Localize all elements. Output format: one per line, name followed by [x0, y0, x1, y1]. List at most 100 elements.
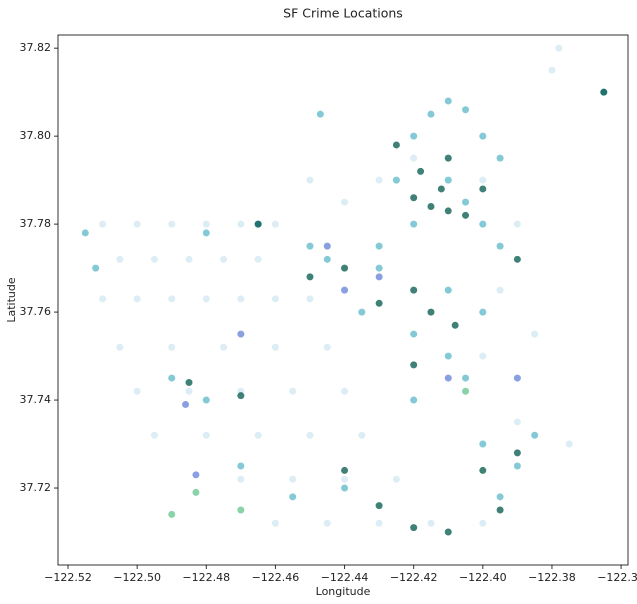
point — [341, 387, 349, 395]
point — [254, 255, 262, 263]
x-tick-label: −122.42 — [390, 571, 438, 584]
point — [323, 242, 331, 250]
point — [185, 378, 193, 386]
point — [531, 431, 539, 439]
point — [479, 176, 487, 184]
point — [237, 330, 245, 338]
point — [306, 242, 314, 250]
point — [133, 295, 141, 303]
point — [168, 374, 176, 382]
point — [496, 493, 504, 501]
point — [254, 431, 262, 439]
point — [479, 352, 487, 360]
point — [410, 524, 418, 532]
point — [185, 255, 193, 263]
point — [410, 132, 418, 140]
point — [358, 431, 366, 439]
point — [451, 321, 459, 329]
point — [437, 185, 445, 193]
point — [479, 519, 487, 527]
point — [168, 510, 176, 518]
point — [202, 396, 210, 404]
point — [462, 198, 470, 206]
point — [513, 374, 521, 382]
point — [237, 392, 245, 400]
point — [116, 255, 124, 263]
point — [375, 502, 383, 510]
x-tick-label: −122.46 — [252, 571, 300, 584]
point — [375, 299, 383, 307]
point — [496, 506, 504, 514]
plot-frame — [57, 34, 629, 566]
x-axis-label: Longitude — [316, 585, 371, 598]
point — [81, 229, 89, 237]
point — [600, 88, 608, 96]
point — [341, 198, 349, 206]
point — [150, 431, 158, 439]
point — [427, 203, 435, 211]
point — [254, 220, 262, 228]
point — [375, 242, 383, 250]
point — [513, 449, 521, 457]
point — [220, 255, 228, 263]
point — [133, 220, 141, 228]
point — [462, 387, 470, 395]
point — [444, 207, 452, 215]
x-tick-label: −122.50 — [113, 571, 161, 584]
point — [341, 264, 349, 272]
point — [513, 220, 521, 228]
x-tick-label: −122.44 — [321, 571, 369, 584]
point — [375, 264, 383, 272]
point — [479, 185, 487, 193]
point — [555, 44, 563, 52]
point — [150, 255, 158, 263]
y-tick-label: 37.74 — [20, 393, 52, 406]
point — [375, 176, 383, 184]
point — [427, 110, 435, 118]
point — [202, 431, 210, 439]
point — [202, 229, 210, 237]
x-tick-label: −122.52 — [44, 571, 92, 584]
point — [444, 97, 452, 105]
point — [410, 286, 418, 294]
point — [92, 264, 100, 272]
point — [237, 462, 245, 470]
point — [306, 295, 314, 303]
point — [323, 255, 331, 263]
y-axis-label: Latitude — [5, 277, 18, 323]
point — [410, 154, 418, 162]
point — [237, 506, 245, 514]
point — [99, 295, 107, 303]
point — [444, 374, 452, 382]
point — [306, 273, 314, 281]
point — [168, 295, 176, 303]
x-tick-label: −122.48 — [182, 571, 230, 584]
point — [237, 475, 245, 483]
point — [417, 167, 425, 175]
point — [548, 66, 556, 74]
point — [392, 141, 400, 149]
y-tick-label: 37.72 — [20, 481, 52, 494]
point — [513, 462, 521, 470]
chart-title: SF Crime Locations — [283, 6, 403, 21]
point — [182, 400, 190, 408]
point — [289, 493, 297, 501]
point — [479, 308, 487, 316]
point — [462, 211, 470, 219]
point — [192, 488, 200, 496]
point — [444, 176, 452, 184]
point — [513, 418, 521, 426]
point — [427, 308, 435, 316]
point — [444, 352, 452, 360]
point — [202, 295, 210, 303]
point — [392, 176, 400, 184]
point — [496, 154, 504, 162]
point — [531, 330, 539, 338]
point — [192, 471, 200, 479]
point — [427, 519, 435, 527]
y-tick-label: 37.78 — [20, 217, 52, 230]
point — [341, 484, 349, 492]
point — [565, 440, 573, 448]
point — [479, 220, 487, 228]
